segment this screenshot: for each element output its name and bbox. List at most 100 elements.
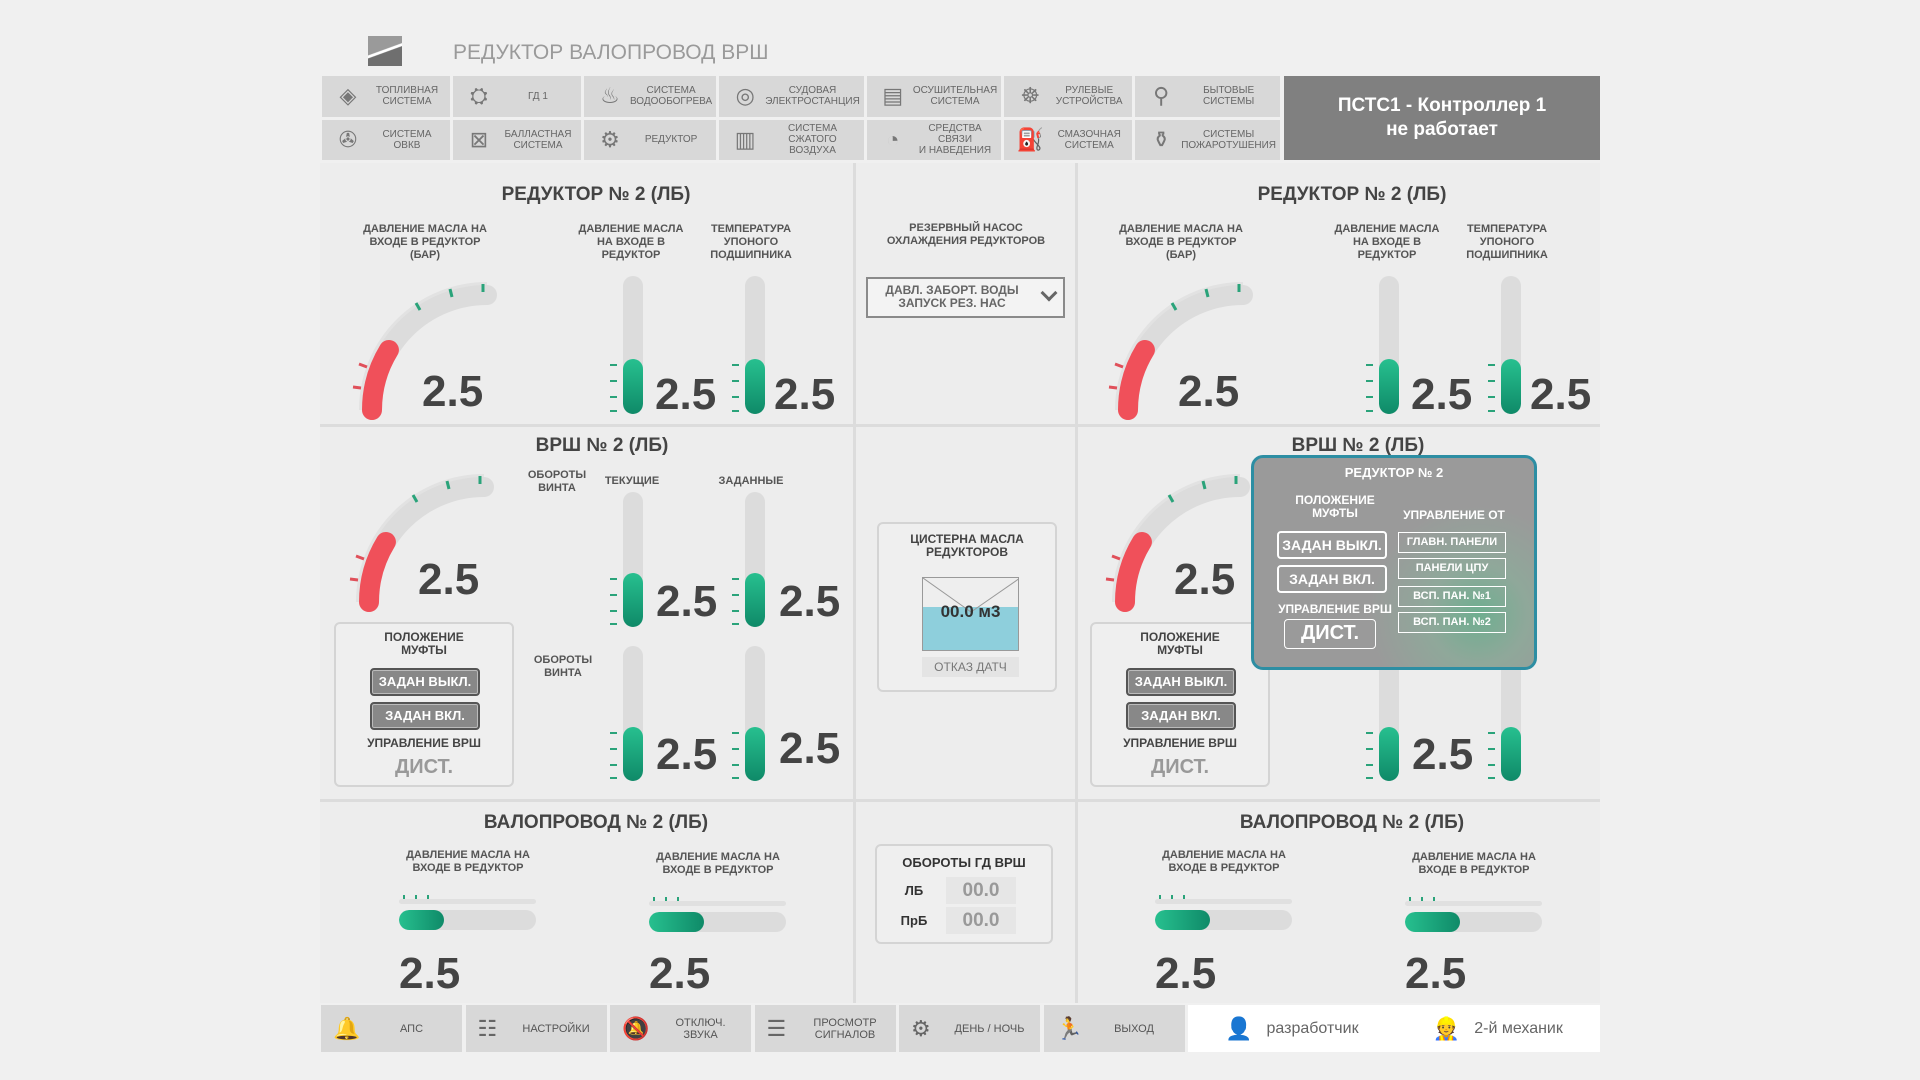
control-aux-panel-2-button[interactable]: ВСП. ПАН. №2 — [1398, 612, 1506, 633]
nav-item[interactable]: ♨ СИСТЕМА ВОДООБОГРЕВА — [583, 76, 717, 117]
vrsh-control-value: ДИСТ. — [394, 756, 454, 778]
section-title: ВРШ № 2 (ЛБ) — [535, 435, 669, 456]
bar-track — [649, 901, 786, 906]
popup-vrsh-label: УПРАВЛЕНИЕ ВРШ — [1278, 602, 1392, 616]
bar-value: 2.5 — [779, 577, 841, 626]
nav-item[interactable]: ◔ СРЕДСТВА СВЯЗИ И НАВЕДЕНИЯ — [866, 119, 1002, 160]
rpm-row-label: ЛБ — [904, 883, 924, 898]
nav-item[interactable]: ⚲ БЫТОВЫЕ СИСТЕМЫ — [1135, 76, 1280, 117]
nav-item[interactable]: ⛭ ГД 1 — [452, 76, 581, 117]
bearing-temp-bar — [1501, 276, 1521, 414]
section-title: ВАЛОПРОВОД № 2 (ЛБ) — [483, 812, 709, 833]
clutch-off-button[interactable]: ЗАДАН ВЫКЛ. — [370, 668, 480, 696]
nav-item-label: СРЕДСТВА СВЯЗИ И НАВЕДЕНИЯ — [918, 123, 992, 157]
nav-item[interactable]: ⛽ СМАЗОЧНАЯ СИСТЕМА — [1004, 119, 1133, 160]
sensor-fault-status: ОТКАЗ ДАТЧ — [922, 657, 1019, 677]
toolbar-button-label: ДЕНЬ / НОЧЬ — [954, 1022, 1025, 1035]
air-cylinders-icon: ▥ — [734, 126, 756, 152]
tank-value: 00.0 м3 — [940, 602, 1001, 621]
reserve-pump-select[interactable]: ДАВЛ. ЗАБОРТ. ВОДЫ ЗАПУСК РЕЗ. НАС — [866, 277, 1065, 318]
nav-item[interactable]: ☸ РУЛЕВЫЕ УСТРОЙСТВА — [1004, 76, 1133, 117]
popup-clutch-on-button[interactable]: ЗАДАН ВКЛ. — [1277, 565, 1387, 593]
shaft-label: ДАВЛЕНИЕ МАСЛА НА ВХОДЕ В РЕДУКТОР — [656, 851, 780, 876]
clutch-on-button[interactable]: ЗАДАН ВКЛ. — [370, 702, 480, 730]
main-engine-rpm-panel: ОБОРОТЫ ГД ВРШ ЛБ 00.0 ПрБ 00.0 — [875, 844, 1053, 944]
toolbar-button[interactable]: ☷ НАСТРОЙКИ — [465, 1005, 607, 1052]
current-rpm-bar — [623, 492, 643, 627]
vrsh-control-value: ДИСТ. — [1150, 756, 1210, 778]
shaft-oil-bar — [649, 912, 786, 932]
current-label: ТЕКУЩИЕ — [604, 475, 660, 487]
pitch-gauge — [349, 474, 494, 612]
reducer-section: РЕДУКТОР № 2 (ЛБ) ДАВЛЕНИЕ МАСЛА НА ВХОД… — [1076, 163, 1600, 425]
gears-icon: ⚙ — [600, 126, 620, 152]
generator-icon: ◎ — [735, 83, 755, 109]
rpm-label: ОБОРОТЫ ВИНТА — [533, 654, 593, 679]
clutch-label: ПОЛОЖЕНИЕ МУФТЫ — [384, 630, 464, 657]
clutch-panel: ПОЛОЖЕНИЕ МУФТЫ ЗАДАН ВЫКЛ. ЗАДАН ВКЛ. У… — [1090, 622, 1270, 787]
shaft-value: 2.5 — [399, 949, 461, 998]
nav-item[interactable]: ⚱ СИСТЕМЫ ПОЖАРОТУШЕНИЯ — [1135, 119, 1280, 160]
control-aux-panel-1-button[interactable]: ВСП. ПАН. №1 — [1398, 586, 1506, 607]
toolbar-button[interactable]: 🔔 АПС — [321, 1005, 462, 1052]
popup-clutch-off-button[interactable]: ЗАДАН ВЫКЛ. — [1277, 531, 1387, 559]
toolbar-button[interactable]: 🏃 ВЫХОД — [1043, 1005, 1185, 1052]
tank-cross-lines — [923, 578, 1018, 613]
control-cpu-panel-button[interactable]: ПАНЕЛИ ЦПУ — [1398, 558, 1506, 579]
shaft-section: ВАЛОПРОВОД № 2 (ЛБ) ДАВЛЕНИЕ МАСЛА НА ВХ… — [1076, 800, 1600, 1003]
gauge-label: ДАВЛЕНИЕ МАСЛА НА ВХОДЕ В РЕДУКТОР (БАР) — [1119, 223, 1243, 261]
toolbar-button[interactable]: 🔕 ОТКЛЮЧ. ЗВУКА — [610, 1005, 751, 1052]
nav-item[interactable]: ⚙ РЕДУКТОР — [583, 119, 717, 160]
clutch-off-button[interactable]: ЗАДАН ВЫКЛ. — [1126, 668, 1236, 696]
vrsh-section: ВРШ № 2 (ЛБ) 2.5 ОБОРОТЫ ВИНТА ТЕКУЩИЕ З… — [320, 425, 854, 800]
control-main-panel-button[interactable]: ГЛАВН. ПАНЕЛИ — [1398, 532, 1506, 553]
nav-item[interactable]: ◎ СУДОВАЯ ЭЛЕКТРОСТАНЦИЯ — [719, 76, 864, 117]
exit-runner-icon: 🏃 — [1055, 1015, 1083, 1041]
nav-item-label: СИСТЕМА СЖАТОГО ВОЗДУХА — [787, 123, 838, 157]
bar-value: 2.5 — [1411, 370, 1473, 419]
nav-item[interactable]: ⊠ БАЛЛАСТНАЯ СИСТЕМА — [452, 119, 581, 160]
clutch-label: ПОЛОЖЕНИЕ МУФТЫ — [1140, 630, 1220, 657]
toolbar-button-label: АПС — [399, 1022, 424, 1035]
user-developer[interactable]: 👤 разработчик — [1225, 1016, 1358, 1042]
nav-item[interactable]: ▥ СИСТЕМА СЖАТОГО ВОЗДУХА — [719, 119, 864, 160]
nav-item[interactable]: ✇ СИСТЕМА ОВКВ — [322, 119, 450, 160]
clutch-on-button[interactable]: ЗАДАН ВКЛ. — [1126, 702, 1236, 730]
bar-value: 2.5 — [779, 724, 841, 773]
shaft-oil-bar — [1405, 912, 1542, 932]
divider — [853, 163, 856, 1003]
nav-item-label: РЕДУКТОР — [644, 134, 698, 146]
app-logo — [368, 36, 402, 66]
nav-item[interactable]: ▤ ОСУШИТЕЛЬНАЯ СИСТЕМА — [866, 76, 1002, 117]
popup-vrsh-value[interactable]: ДИСТ. — [1284, 619, 1376, 649]
oil-pressure-gauge — [352, 282, 497, 420]
system-nav: ◈ ТОПЛИВНАЯ СИСТЕМА ⛭ ГД 1 ♨ СИСТЕМА ВОДООБОГ… — [322, 76, 1280, 160]
bar-ticks — [610, 276, 617, 414]
toolbar-button[interactable]: ⚙ ДЕНЬ / НОЧЬ — [899, 1005, 1040, 1052]
oil-can-icon: ⛽ — [1016, 126, 1044, 152]
select-value: ДАВЛ. ЗАБОРТ. ВОДЫ ЗАПУСК РЕЗ. НАС — [885, 283, 1019, 310]
left-column: РЕДУКТОР № 2 (ЛБ) ДАВЛЕНИЕ МАСЛА НА ВХОД… — [320, 163, 854, 1003]
user-icon: 👤 — [1225, 1015, 1253, 1041]
shaft-label: ДАВЛЕНИЕ МАСЛА НА ВХОДЕ В РЕДУКТОР — [1162, 849, 1286, 874]
nav-item-label: ТОПЛИВНАЯ СИСТЕМА — [375, 85, 439, 108]
divider — [1075, 163, 1078, 1003]
current-pitch-bar — [1379, 646, 1399, 781]
popup-control-from-label: УПРАВЛЕНИЕ ОТ — [1403, 508, 1505, 522]
user-label: разработчик — [1266, 1019, 1359, 1037]
rpm-panel-title: ОБОРОТЫ ГД ВРШ — [902, 855, 1026, 870]
gauge-value: 2.5 — [418, 555, 480, 604]
nav-item[interactable]: ◈ ТОПЛИВНАЯ СИСТЕМА — [322, 76, 450, 117]
page-title: РЕДУКТОР ВАЛОПРОВОД ВРШ — [453, 41, 769, 64]
rpm-row-label: ПрБ — [900, 913, 928, 928]
set-pitch-bar — [1501, 646, 1521, 781]
bar-ticks — [1488, 276, 1495, 414]
user-mechanic[interactable]: 👷 2-й механик — [1433, 1016, 1563, 1042]
bar-label: ДАВЛЕНИЕ МАСЛА НА ВХОДЕ В РЕДУКТОР — [1334, 223, 1440, 261]
shaft-value: 2.5 — [649, 949, 711, 998]
toolbar-button-label: ПРОСМОТР СИГНАЛОВ — [813, 1016, 877, 1041]
nav-item-label: БЫТОВЫЕ СИСТЕМЫ — [1202, 85, 1255, 108]
toolbar-button[interactable]: ☰ ПРОСМОТР СИГНАЛОВ — [754, 1005, 896, 1052]
bar-value: 2.5 — [1530, 370, 1592, 419]
list-icon: ☰ — [766, 1015, 787, 1041]
